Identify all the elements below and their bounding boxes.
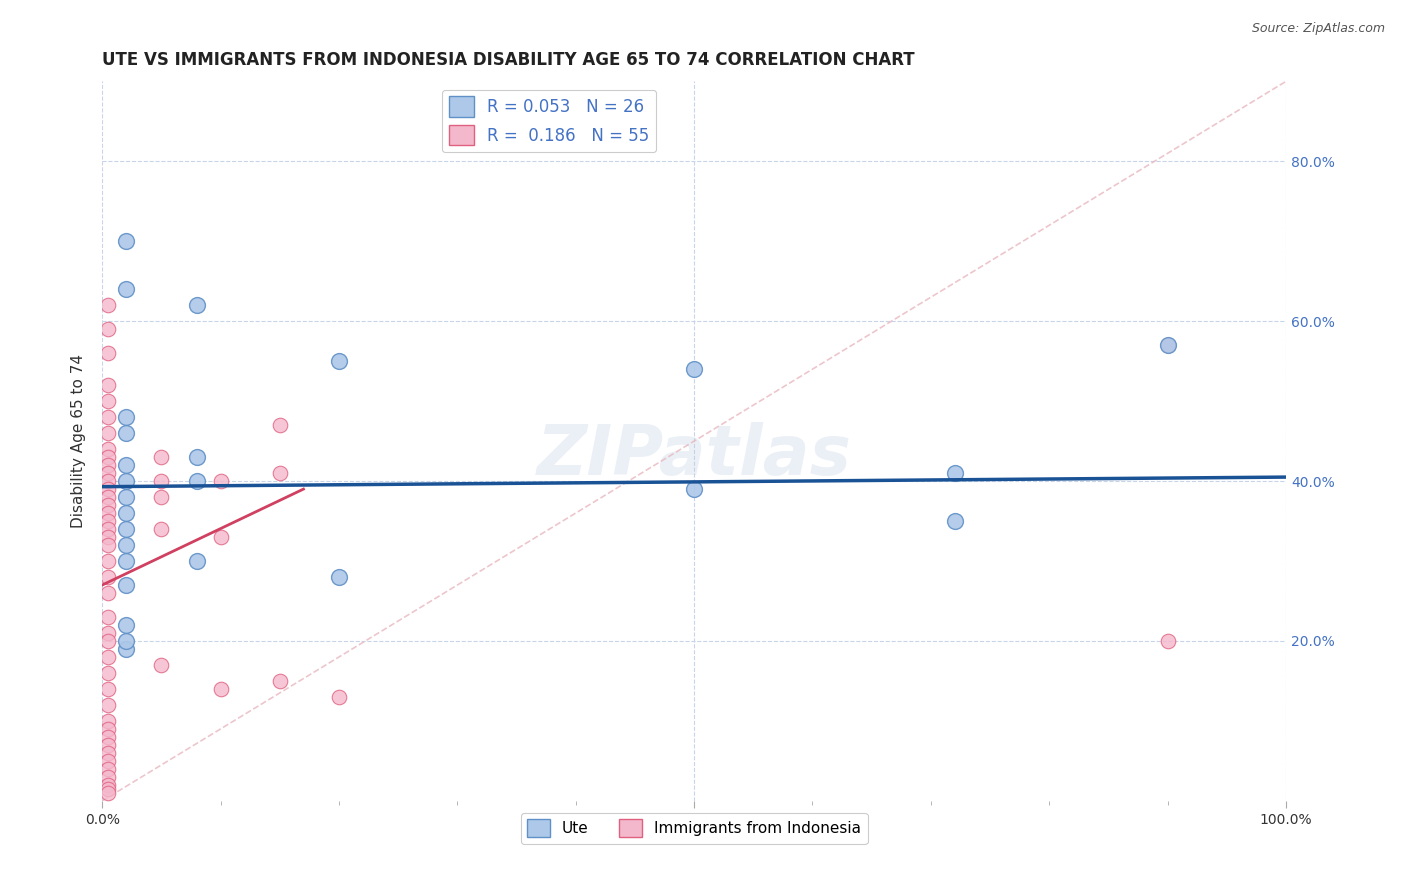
Point	[97, 538, 120, 552]
Point	[943, 466, 966, 480]
Point	[97, 714, 120, 728]
Point	[97, 746, 120, 760]
Point	[97, 738, 120, 752]
Point	[97, 466, 120, 480]
Point	[1156, 634, 1178, 648]
Point	[97, 730, 120, 744]
Point	[97, 778, 120, 792]
Point	[97, 665, 120, 680]
Point	[115, 578, 138, 592]
Point	[97, 570, 120, 584]
Point	[115, 522, 138, 536]
Point	[97, 442, 120, 456]
Point	[97, 786, 120, 800]
Point	[150, 522, 173, 536]
Point	[115, 410, 138, 425]
Point	[97, 450, 120, 464]
Point	[209, 681, 232, 696]
Point	[186, 298, 208, 312]
Point	[209, 474, 232, 488]
Point	[97, 754, 120, 768]
Point	[97, 490, 120, 504]
Point	[150, 450, 173, 464]
Point	[209, 530, 232, 544]
Point	[97, 650, 120, 665]
Y-axis label: Disability Age 65 to 74: Disability Age 65 to 74	[72, 354, 86, 528]
Point	[97, 530, 120, 544]
Point	[115, 634, 138, 648]
Point	[115, 506, 138, 520]
Point	[97, 722, 120, 736]
Point	[97, 458, 120, 472]
Text: ZIPatlas: ZIPatlas	[537, 422, 852, 489]
Point	[269, 466, 291, 480]
Point	[97, 410, 120, 425]
Point	[97, 506, 120, 520]
Point	[97, 770, 120, 784]
Point	[97, 298, 120, 312]
Point	[97, 586, 120, 600]
Point	[115, 618, 138, 632]
Point	[97, 514, 120, 528]
Text: Source: ZipAtlas.com: Source: ZipAtlas.com	[1251, 22, 1385, 36]
Point	[269, 673, 291, 688]
Point	[115, 234, 138, 248]
Legend: Ute, Immigrants from Indonesia: Ute, Immigrants from Indonesia	[520, 813, 868, 844]
Point	[97, 698, 120, 712]
Point	[115, 458, 138, 472]
Point	[97, 762, 120, 776]
Point	[115, 554, 138, 568]
Point	[97, 610, 120, 624]
Point	[115, 490, 138, 504]
Point	[97, 781, 120, 796]
Point	[186, 450, 208, 464]
Point	[115, 642, 138, 657]
Point	[97, 554, 120, 568]
Point	[97, 498, 120, 512]
Point	[97, 474, 120, 488]
Point	[115, 282, 138, 296]
Point	[97, 634, 120, 648]
Point	[186, 474, 208, 488]
Point	[97, 681, 120, 696]
Point	[269, 418, 291, 433]
Point	[97, 394, 120, 409]
Point	[97, 346, 120, 360]
Point	[97, 522, 120, 536]
Point	[943, 514, 966, 528]
Point	[150, 657, 173, 672]
Point	[115, 474, 138, 488]
Point	[328, 354, 350, 368]
Point	[97, 626, 120, 640]
Point	[97, 322, 120, 336]
Point	[97, 378, 120, 392]
Point	[115, 538, 138, 552]
Point	[150, 490, 173, 504]
Point	[150, 474, 173, 488]
Text: UTE VS IMMIGRANTS FROM INDONESIA DISABILITY AGE 65 TO 74 CORRELATION CHART: UTE VS IMMIGRANTS FROM INDONESIA DISABIL…	[103, 51, 915, 69]
Point	[1156, 338, 1178, 352]
Point	[97, 482, 120, 496]
Point	[683, 362, 706, 376]
Point	[115, 426, 138, 441]
Point	[97, 426, 120, 441]
Point	[186, 554, 208, 568]
Point	[1156, 338, 1178, 352]
Point	[328, 690, 350, 704]
Point	[683, 482, 706, 496]
Point	[328, 570, 350, 584]
